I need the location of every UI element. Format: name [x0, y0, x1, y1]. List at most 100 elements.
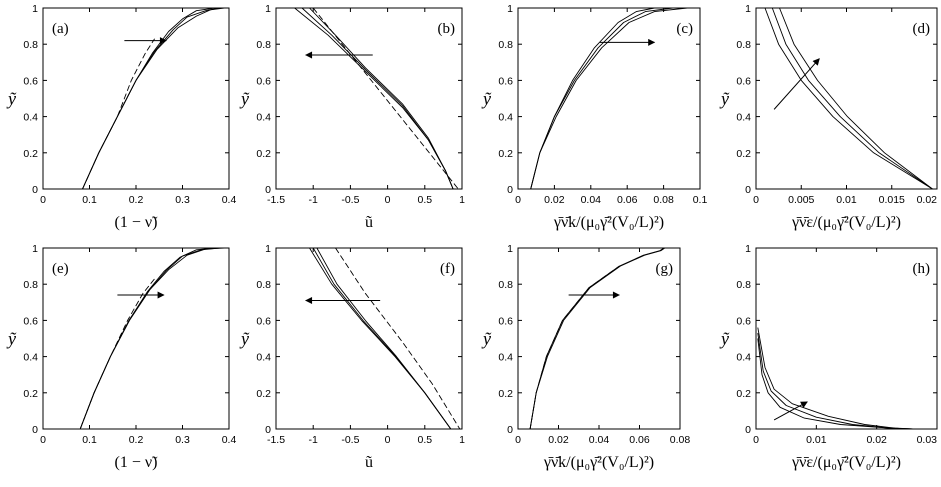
x-tick-label: 0 — [40, 434, 46, 446]
y-tick-label: 0.2 — [256, 388, 271, 400]
plot-frame — [275, 247, 463, 430]
series-line-4 — [335, 247, 461, 430]
plot-frame — [42, 247, 230, 430]
x-axis-label: γ̄ν̄ε/(μ₀γ̄²(V₀/L)²) — [791, 454, 901, 471]
x-tick-label: 0.01 — [836, 194, 857, 206]
plot-frame — [275, 7, 463, 190]
series-line-4 — [79, 278, 155, 430]
x-axis-label: (1 − ν̃) — [115, 214, 159, 231]
y-axis-label: ỹ — [719, 329, 730, 349]
y-tick-label: 0.4 — [23, 352, 38, 364]
x-tick-label: 0.06 — [629, 434, 650, 446]
x-tick-label: 0.3 — [175, 194, 190, 206]
y-tick-label: 0.8 — [498, 279, 513, 291]
y-tick-label: 0.2 — [736, 388, 751, 400]
y-tick-label: 0.8 — [498, 39, 513, 51]
y-tick-label: 0.2 — [498, 148, 513, 160]
y-tick-label: 0.2 — [736, 148, 751, 160]
y-tick-label: 0 — [507, 424, 513, 436]
x-tick-label: 0.015 — [879, 194, 905, 206]
x-axis-label: (1 − ν̃) — [115, 454, 159, 471]
x-tick-label: 0.1 — [82, 194, 97, 206]
y-tick-label: 0.8 — [256, 279, 271, 291]
y-tick-label: 0 — [507, 184, 513, 196]
panel-4: 0 0.005 0.01 0.015 0.02 0 0.2 0.4 0.6 0.8 1 (d) ỹ γ̄ν… — [719, 3, 938, 231]
series-line-3 — [779, 7, 933, 190]
series-line-3 — [757, 327, 913, 430]
x-tick-label: 0.04 — [589, 434, 610, 446]
y-tick-label: 0.4 — [256, 352, 271, 364]
y-tick-label: 0.4 — [498, 112, 513, 124]
y-tick-label: 1 — [265, 243, 271, 255]
panel-7: 0 0.02 0.04 0.06 0.08 0 0.2 0.4 0.6 0.8 1 (g) ỹ γ̄ν̄k… — [481, 243, 690, 471]
y-tick-label: 0 — [32, 184, 38, 196]
x-tick-label: 0.5 — [417, 194, 432, 206]
x-tick-label: -1.5 — [267, 194, 285, 206]
y-tick-label: 0.8 — [23, 39, 38, 51]
series-line-3 — [309, 7, 454, 190]
series-line-1 — [82, 7, 216, 190]
plot-frame — [42, 7, 230, 190]
panel-label: (f) — [440, 261, 455, 277]
y-tick-label: 0.4 — [23, 112, 38, 124]
x-tick-label: 0 — [753, 434, 759, 446]
y-tick-label: 0 — [745, 424, 751, 436]
series-line-1 — [757, 338, 913, 430]
y-tick-label: 0 — [265, 424, 271, 436]
trend-arrow — [773, 401, 808, 421]
y-axis-label: ỹ — [239, 329, 250, 349]
series-line-2 — [529, 247, 666, 430]
series-line-3 — [82, 7, 225, 190]
x-tick-label: 0.1 — [82, 434, 97, 446]
panel-8: 0 0.01 0.02 0.03 0 0.2 0.4 0.6 0.8 1 (h) ỹ γ̄ν̄ε/(μ₀… — [719, 243, 938, 471]
y-tick-label: 0.6 — [736, 75, 751, 87]
y-tick-label: 0.4 — [736, 352, 751, 364]
series-line-1 — [764, 7, 933, 190]
series-line-3 — [530, 7, 688, 190]
y-tick-label: 0.6 — [23, 75, 38, 87]
x-tick-label: 0 — [753, 194, 759, 206]
y-tick-label: 0.6 — [23, 315, 38, 327]
y-tick-label: 0.8 — [23, 279, 38, 291]
panel-3: 0 0.02 0.04 0.06 0.08 0.1 0 0.2 0.4 0.6 0.8 1 (c) ỹ γ̄… — [481, 3, 707, 231]
x-tick-label: 0 — [385, 434, 391, 446]
x-tick-label: -0.5 — [341, 434, 359, 446]
x-tick-label: -1 — [309, 194, 318, 206]
series-line-1 — [79, 247, 216, 430]
series-line-4 — [82, 38, 155, 190]
y-tick-label: 0.6 — [736, 315, 751, 327]
x-tick-label: -0.5 — [341, 194, 359, 206]
x-axis-label: ũ — [365, 454, 373, 471]
x-tick-label: 0.08 — [653, 194, 674, 206]
y-tick-label: 0.2 — [23, 388, 38, 400]
x-tick-label: 0.06 — [617, 194, 638, 206]
series-line-4 — [312, 7, 459, 190]
series-line-3 — [529, 265, 620, 430]
y-tick-label: 0.6 — [498, 75, 513, 87]
series-line-3 — [316, 247, 452, 430]
x-tick-label: 0.2 — [129, 194, 144, 206]
panel-label: (h) — [913, 261, 931, 277]
series-line-2 — [771, 7, 933, 190]
x-tick-label: 0.5 — [417, 434, 432, 446]
y-tick-label: 0.4 — [256, 112, 271, 124]
x-tick-label: 0 — [515, 194, 521, 206]
series-line-1 — [309, 247, 452, 430]
y-tick-label: 0.6 — [256, 75, 271, 87]
x-tick-label: 0.4 — [222, 194, 237, 206]
x-tick-label: 0.04 — [581, 194, 602, 206]
x-tick-label: 0.3 — [175, 434, 190, 446]
panel-label: (b) — [438, 21, 456, 37]
x-tick-label: -1 — [309, 434, 318, 446]
series-line-2 — [530, 7, 673, 190]
x-axis-label: γ̄ν̄k/(μ₀γ̄²(V₀/L)²) — [543, 454, 654, 471]
series-line-2 — [757, 333, 913, 430]
x-tick-label: -1.5 — [267, 434, 285, 446]
panel-label: (c) — [676, 21, 693, 37]
y-tick-label: 0.2 — [498, 388, 513, 400]
panel-5: 0 0.1 0.2 0.3 0.4 0 0.2 0.4 0.6 0.8 1 (e) ỹ (1 − ν̃) — [6, 243, 236, 471]
panel-label: (g) — [656, 261, 674, 277]
x-tick-label: 0.4 — [222, 434, 237, 446]
y-tick-label: 0.6 — [498, 315, 513, 327]
